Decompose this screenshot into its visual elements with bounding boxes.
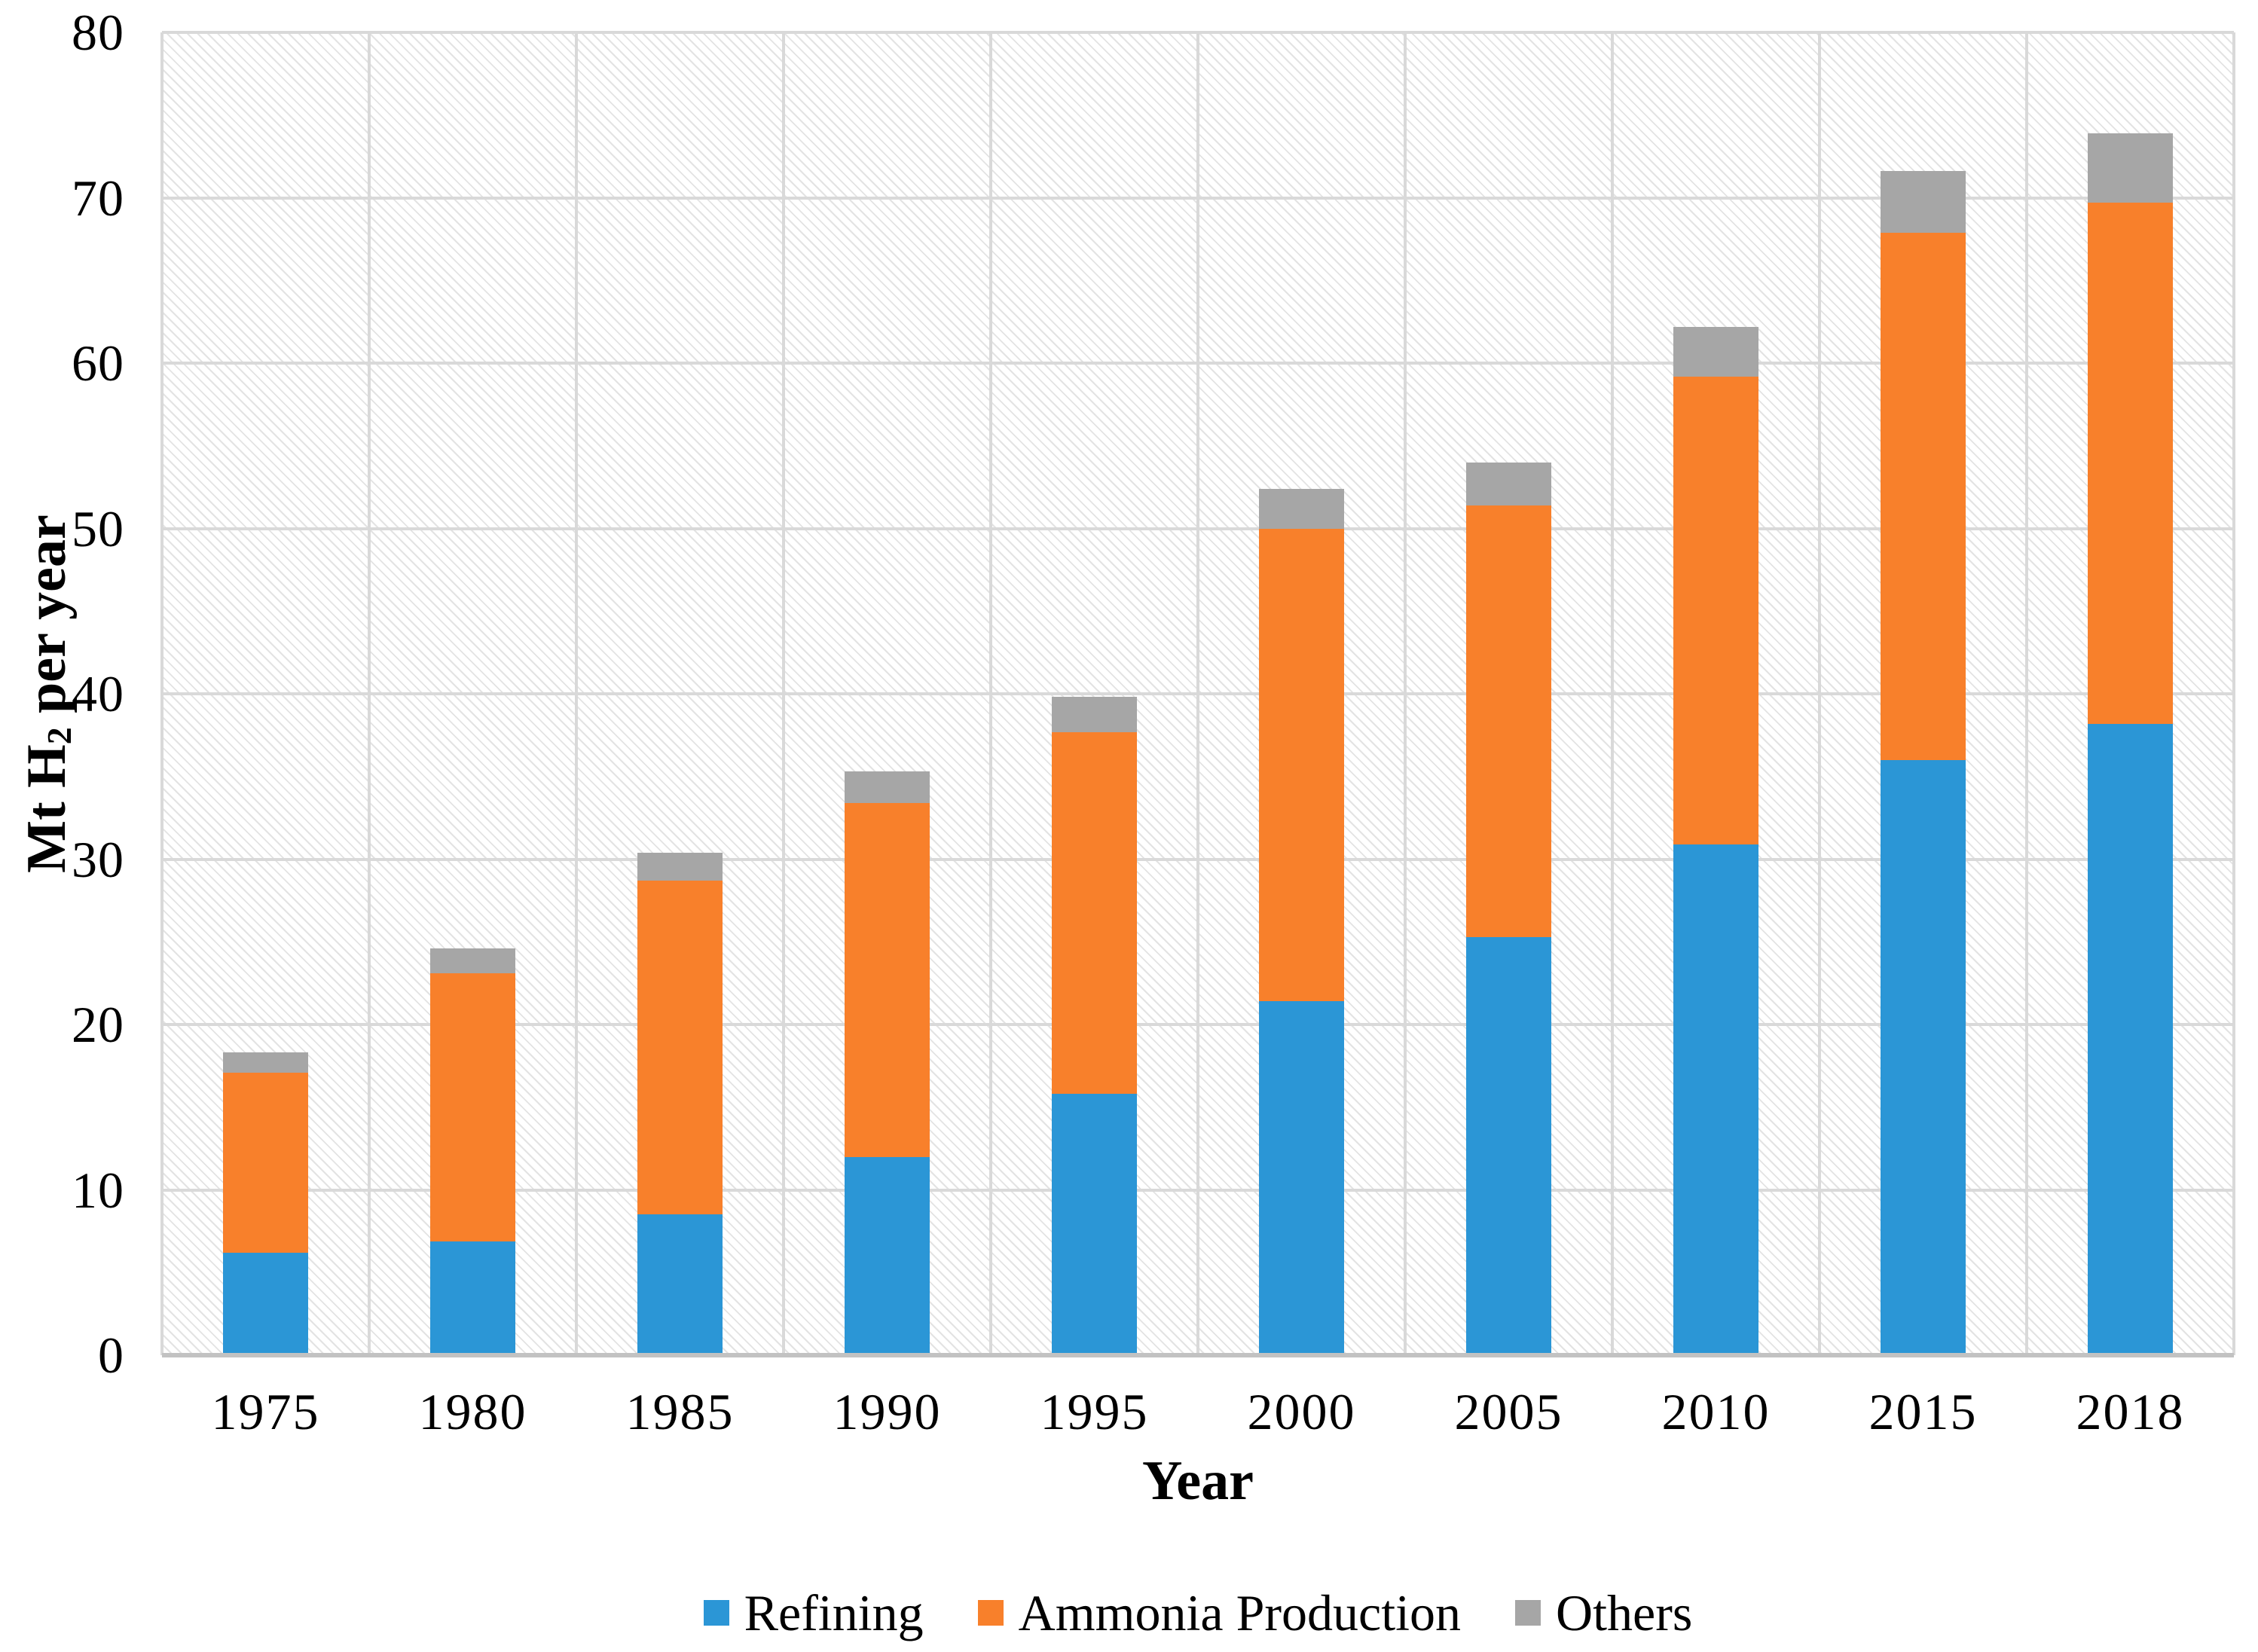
legend-swatch-icon [703, 1599, 729, 1626]
x-tick-label-2010: 2010 [1661, 1383, 1771, 1440]
bar-segment-others-1975 [223, 1052, 308, 1073]
bar-group-2018 [2027, 32, 2234, 1355]
x-tick-label-2015: 2015 [1868, 1383, 1978, 1440]
y-tick-label: 10 [72, 1161, 124, 1219]
legend-item-refining: Refining [703, 1583, 924, 1641]
y-tick-label: 60 [72, 334, 124, 392]
v-gridline-9 [2025, 32, 2028, 1355]
bar-segment-others-2000 [1259, 488, 1344, 529]
legend-label: Others [1556, 1583, 1693, 1641]
y-tick-label: 0 [98, 1327, 124, 1384]
x-tick-label-2005: 2005 [1454, 1383, 1563, 1440]
x-tick-label-2000: 2000 [1247, 1383, 1356, 1440]
x-tick-label-2018: 2018 [2076, 1383, 2185, 1440]
bar-segment-others-2018 [2088, 133, 2173, 203]
x-tick-label-1995: 1995 [1040, 1383, 1149, 1440]
legend-swatch-icon [977, 1599, 1004, 1626]
legend-swatch-icon [1515, 1599, 1541, 1626]
x-axis-title: Year [1142, 1450, 1254, 1512]
v-gridline-1 [368, 32, 371, 1355]
bar-segment-refining-1990 [845, 1156, 930, 1355]
bar-segment-ammonia-production-1980 [430, 973, 515, 1241]
bar-segment-ammonia-production-2000 [1259, 528, 1344, 1002]
v-gridline-2 [575, 32, 578, 1355]
x-tick-label-1975: 1975 [211, 1383, 320, 1440]
y-tick-label: 20 [72, 996, 124, 1053]
bar-segment-ammonia-production-2018 [2088, 203, 2173, 724]
bar-segment-others-2015 [1881, 171, 1966, 233]
bar-group-2010 [1612, 32, 1820, 1355]
bars-layer [162, 32, 2234, 1355]
x-tick-label-1990: 1990 [833, 1383, 942, 1440]
bar-segment-refining-2000 [1259, 1001, 1344, 1355]
legend-label: Ammonia Production [1018, 1583, 1462, 1641]
bar-segment-others-2010 [1673, 326, 1758, 377]
y-tick-label: 80 [72, 4, 124, 61]
x-axis-tick-labels: 1975 1980 1985 1990 1995 2000 2005 2010 2015 2018 [162, 1374, 2234, 1449]
y-tick-label: 70 [72, 169, 124, 227]
bar-segment-others-1990 [845, 771, 930, 803]
legend-item-others: Others [1515, 1587, 1692, 1638]
y-tick-label: 30 [72, 830, 124, 888]
v-gridline-0 [160, 32, 163, 1355]
bar-segment-others-1980 [430, 948, 515, 973]
bar-segment-ammonia-production-1975 [223, 1072, 308, 1253]
bar-group-1980 [369, 32, 576, 1355]
v-gridline-7 [1611, 32, 1614, 1355]
bar-group-1990 [784, 32, 991, 1355]
plot-area [160, 31, 2235, 1357]
bar-segment-refining-1995 [1052, 1094, 1137, 1355]
legend: Refining Ammonia Production Others [162, 1580, 2234, 1644]
bar-segment-ammonia-production-2010 [1673, 376, 1758, 844]
v-gridline-6 [1404, 32, 1407, 1355]
bar-group-2000 [1198, 32, 1405, 1355]
bar-segment-refining-2018 [2088, 723, 2173, 1355]
v-gridline-8 [1818, 32, 1821, 1355]
bar-segment-others-1995 [1052, 697, 1137, 732]
bar-segment-others-1985 [637, 852, 723, 881]
bar-group-2015 [1820, 32, 2027, 1355]
bar-group-1985 [576, 32, 784, 1355]
legend-label: Refining [744, 1583, 924, 1641]
bar-segment-refining-2005 [1466, 936, 1551, 1355]
bar-segment-refining-2015 [1881, 759, 1966, 1355]
bar-segment-refining-2010 [1673, 844, 1758, 1355]
x-tick-label-1980: 1980 [418, 1383, 527, 1440]
bar-segment-ammonia-production-1990 [845, 802, 930, 1157]
v-gridline-4 [989, 32, 992, 1355]
legend-item-ammonia-production: Ammonia Production [977, 1583, 1462, 1641]
y-tick-label: 40 [72, 665, 124, 722]
v-gridline-10 [2232, 32, 2235, 1355]
bar-segment-ammonia-production-1995 [1052, 731, 1137, 1095]
x-tick-label-1985: 1985 [625, 1383, 735, 1440]
bar-segment-ammonia-production-2015 [1881, 232, 1966, 760]
bar-segment-refining-1975 [223, 1252, 308, 1355]
bar-segment-ammonia-production-1985 [637, 881, 723, 1215]
v-gridline-3 [782, 32, 785, 1355]
bar-group-2005 [1405, 32, 1612, 1355]
bar-segment-refining-1980 [430, 1241, 515, 1355]
x-axis-line [162, 1353, 2234, 1357]
y-axis-tick-labels: 0 10 20 30 40 50 60 70 80 [0, 7, 124, 1381]
y-tick-label: 50 [72, 499, 124, 557]
bar-segment-others-2005 [1466, 462, 1551, 505]
bar-group-1995 [991, 32, 1198, 1355]
bar-segment-ammonia-production-2005 [1466, 505, 1551, 937]
bar-segment-refining-1985 [637, 1214, 723, 1355]
v-gridline-5 [1196, 32, 1199, 1355]
bar-group-1975 [162, 32, 369, 1355]
